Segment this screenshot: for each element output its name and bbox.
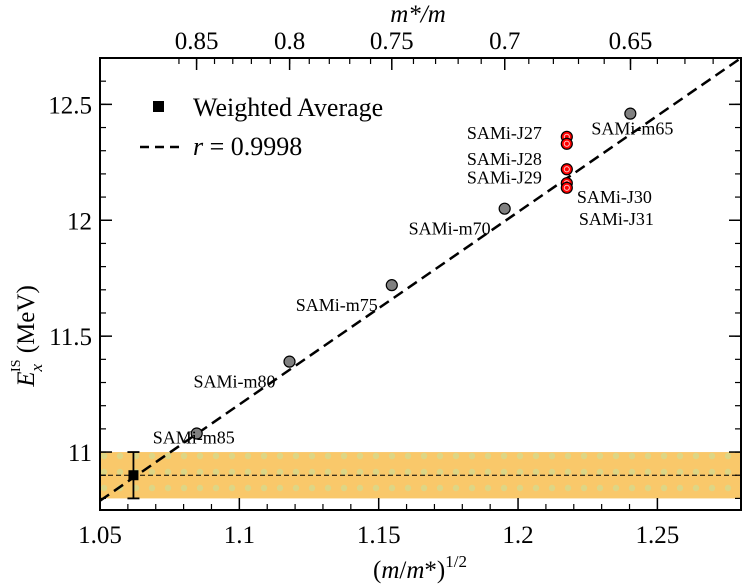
top-tick-label-4: 0.65 <box>609 28 653 55</box>
weighted-average-marker <box>128 470 139 481</box>
point-label-sami-j30: SAMi-J30 <box>577 187 652 207</box>
data-point-sami-m80 <box>283 355 296 368</box>
y-tick-label-2: 12 <box>67 208 92 235</box>
point-label-sami-j28: SAMi-J28 <box>467 149 542 169</box>
point-label-sami-m70: SAMi-m70 <box>409 219 491 239</box>
point-label-sami-m75: SAMi-m75 <box>296 295 378 315</box>
plot-area-frame <box>99 57 742 511</box>
point-label-sami-m65: SAMi-m65 <box>591 119 673 139</box>
top-tick-label-1: 0.8 <box>274 28 305 55</box>
legend-weighted-average-label: Weighted Average <box>193 93 383 122</box>
fit-line <box>100 58 741 502</box>
data-point-sami-m85 <box>190 427 203 440</box>
point-label-sami-j29: SAMi-J29 <box>467 167 542 187</box>
point-label-sami-j31: SAMi-J31 <box>579 209 654 229</box>
x-tick-label-1: 1.1 <box>224 522 255 549</box>
legend-weighted-average-marker <box>153 101 164 112</box>
y-tick-label-3: 12.5 <box>48 92 92 119</box>
data-point-ring-sami-j31 <box>563 184 570 191</box>
point-label-sami-m85: SAMi-m85 <box>153 428 235 448</box>
top-tick-label-0: 0.85 <box>175 28 219 55</box>
x-tick-label-0: 1.05 <box>78 522 122 549</box>
data-point-sami-j29 <box>560 163 573 176</box>
y-tick-label-0: 11 <box>68 440 92 467</box>
data-point-sami-m75 <box>385 279 398 292</box>
x-tick-label-3: 1.2 <box>502 522 533 549</box>
top-tick-label-3: 0.7 <box>489 28 520 55</box>
point-label-sami-m80: SAMi-m80 <box>194 372 276 392</box>
data-point-sami-m70 <box>498 202 511 215</box>
x-tick-label-2: 1.15 <box>357 522 401 549</box>
top-tick-label-2: 0.75 <box>370 28 414 55</box>
data-point-sami-j28 <box>560 137 573 150</box>
data-point-ring-sami-j28 <box>563 140 570 147</box>
data-point-sami-j31 <box>560 181 573 194</box>
legend-fit-label: r = 0.9998 <box>193 132 302 161</box>
y-tick-label-1: 11.5 <box>49 324 92 351</box>
data-point-ring-sami-j29 <box>563 166 570 173</box>
y-axis-title: ExIS (MeV) <box>9 285 46 388</box>
legend: Weighted Average r = 0.9998 <box>140 93 383 161</box>
x-tick-label-4: 1.25 <box>636 522 680 549</box>
data-point-sami-m65 <box>624 107 637 120</box>
x-axis-title: (m/m*)1/2 <box>373 552 467 584</box>
top-axis-title: m*/m <box>390 1 446 28</box>
point-label-sami-j27: SAMi-J27 <box>467 123 542 143</box>
